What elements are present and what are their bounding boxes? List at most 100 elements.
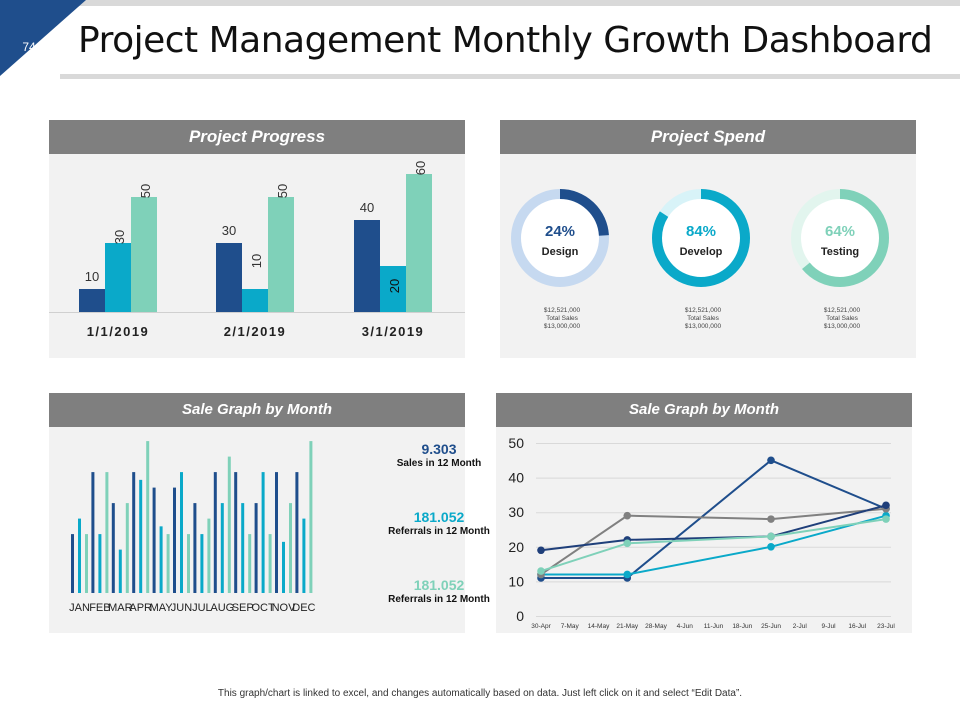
stat-referrals-2: 181.052 Referrals in 12 Month [369, 577, 509, 605]
bar-3-2 [380, 266, 406, 312]
month-bar-nov-2 [282, 541, 285, 593]
month-bar-sep-1 [234, 472, 238, 593]
stat-referrals-2-label: Referrals in 12 Month [388, 594, 490, 605]
bar-3-3 [406, 174, 432, 312]
category-label: 1/1/2019 [87, 324, 150, 339]
month-bar-oct-3 [268, 534, 272, 593]
month-bar-feb-2 [98, 534, 102, 593]
project-progress-chart[interactable]: 10 30 50 1/1/2019 30 10 50 2/1/2019 40 20 60 3/1/20… [49, 154, 465, 358]
donut-note: Total Sales [826, 315, 859, 322]
bar-label: 10 [85, 269, 99, 284]
bar-1-2 [105, 243, 131, 312]
month-label: OCT [251, 602, 275, 614]
category-label: 3/1/2019 [362, 324, 425, 339]
donut-note: $13,000,000 [824, 323, 861, 330]
donut-percent: 64% [825, 223, 855, 240]
donut-note: Total Sales [546, 315, 579, 322]
donut-note: $12,521,000 [544, 307, 581, 314]
month-bar-mar-3 [125, 503, 129, 593]
x-tick-label: 23-Jul [877, 623, 895, 630]
month-bar-jun-2 [180, 472, 183, 593]
stat-sales-label: Sales in 12 Month [396, 458, 482, 469]
x-tick-label: 9-Jul [821, 623, 836, 630]
month-label: DEC [292, 602, 315, 614]
series-point-2 [623, 570, 632, 579]
month-bar-aug-2 [220, 503, 224, 593]
sale-bars-panel: Sale Graph by Month JAN FEB MAR APR MAY JUN JU… [49, 393, 490, 633]
month-bar-feb-3 [105, 472, 109, 593]
stat-referrals-2-value: 181.052 [413, 577, 465, 593]
series-point-5 [767, 532, 775, 541]
month-label: FEB [89, 602, 110, 614]
month-label: NOV [272, 602, 297, 614]
bar-3-1 [354, 220, 380, 312]
donut-note: $12,521,000 [824, 307, 861, 314]
slide-number-badge [0, 0, 86, 76]
x-tick-label: 7-May [561, 623, 580, 630]
project-spend-title: Project Spend [500, 120, 916, 154]
slide-number: 74 [22, 40, 36, 54]
month-bar-aug-1 [213, 472, 217, 593]
x-tick-label: 18-Jun [732, 623, 752, 630]
month-bar-dec-2 [302, 518, 306, 593]
bar-label: 40 [360, 200, 374, 215]
bar-label: 20 [387, 279, 402, 293]
month-bar-jan-2 [78, 518, 81, 593]
page-title: Project Management Monthly Growth Dashbo… [78, 20, 933, 61]
month-bar-apr-1 [132, 472, 136, 593]
month-label: MAR [108, 602, 133, 614]
series-point-5 [623, 539, 632, 548]
y-tick-label: 10 [508, 573, 524, 589]
bar-2-3 [268, 197, 294, 312]
category-label: 2/1/2019 [224, 324, 287, 339]
month-bar-may-2 [159, 526, 163, 593]
month-bar-mar-1 [111, 503, 115, 593]
stat-sales: 9.303 Sales in 12 Month [369, 441, 509, 469]
top-rule [0, 0, 960, 6]
x-tick-label: 21-May [616, 623, 638, 630]
donut-note: $12,521,000 [685, 307, 722, 314]
project-progress-title: Project Progress [49, 120, 465, 154]
month-bar-jun-3 [187, 534, 190, 593]
x-tick-label: 4-Jun [677, 623, 694, 630]
month-bar-nov-3 [289, 503, 292, 593]
donut-arc [791, 189, 889, 287]
bar-1-3 [131, 197, 157, 312]
month-bar-jul-2 [200, 534, 204, 593]
project-spend-panel: Project Spend 24% Design $12,521,000 Total … [500, 120, 916, 358]
month-bar-jan-3 [85, 534, 88, 593]
bar-label: 30 [112, 230, 127, 244]
bar-label: 50 [138, 184, 153, 198]
month-label: JUL [192, 602, 212, 614]
month-bar-jan-1 [71, 534, 74, 593]
donut-note: $13,000,000 [685, 323, 722, 330]
month-bar-jun-1 [173, 487, 176, 593]
bar-label: 10 [249, 254, 264, 268]
series-point-4 [882, 501, 890, 510]
donut-note: $13,000,000 [544, 323, 581, 330]
bar-label: 50 [275, 184, 290, 198]
month-bar-jul-3 [207, 518, 211, 593]
sale-bars-title: Sale Graph by Month [49, 393, 465, 427]
series-line-2 [541, 514, 887, 576]
sale-lines-chart[interactable]: 0 10 20 30 40 50 30-Apr 7-May 14-May 21-May 28-May… [496, 427, 912, 633]
donut-percent: 84% [686, 223, 716, 240]
month-bar-oct-2 [261, 472, 265, 593]
series-point-3 [623, 511, 632, 520]
month-label: APR [129, 602, 152, 614]
series-point-4 [537, 546, 545, 555]
donut-percent: 24% [545, 223, 575, 240]
month-bar-sep-2 [241, 503, 245, 593]
month-label: JUN [171, 602, 192, 614]
month-bar-sep-3 [248, 534, 252, 593]
donut-note: Total Sales [687, 315, 720, 322]
bar-1-1 [79, 289, 105, 312]
month-bar-aug-3 [227, 456, 231, 593]
series-point-3 [767, 515, 775, 523]
month-label: JAN [69, 602, 90, 614]
bar-2-2 [242, 289, 268, 312]
series-point-5 [537, 567, 545, 575]
